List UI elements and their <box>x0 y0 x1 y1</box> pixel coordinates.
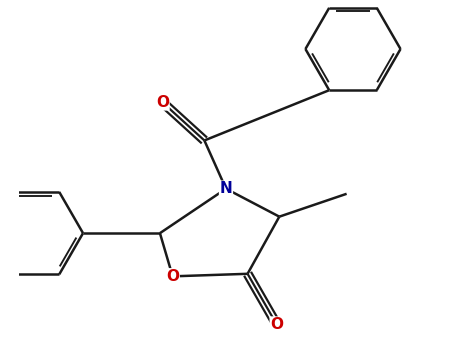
Text: O: O <box>270 317 283 332</box>
Text: O: O <box>166 269 179 284</box>
Text: N: N <box>220 181 233 196</box>
Text: O: O <box>156 95 169 110</box>
